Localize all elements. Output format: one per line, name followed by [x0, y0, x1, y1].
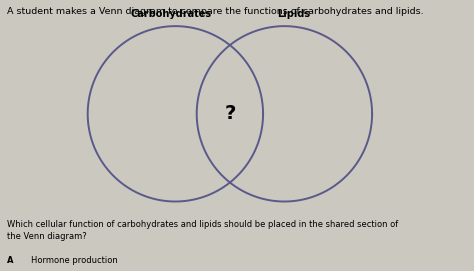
Text: ?: ? — [224, 104, 236, 123]
Text: Hormone production: Hormone production — [31, 256, 118, 265]
Text: Carbohydrates: Carbohydrates — [130, 9, 211, 19]
Text: A: A — [7, 256, 14, 265]
Text: Which cellular function of carbohydrates and lipids should be placed in the shar: Which cellular function of carbohydrates… — [7, 221, 398, 241]
Text: Lipids: Lipids — [277, 9, 310, 19]
Text: A student makes a Venn diagram to compare the functions of carbohydrates and lip: A student makes a Venn diagram to compar… — [7, 7, 424, 16]
